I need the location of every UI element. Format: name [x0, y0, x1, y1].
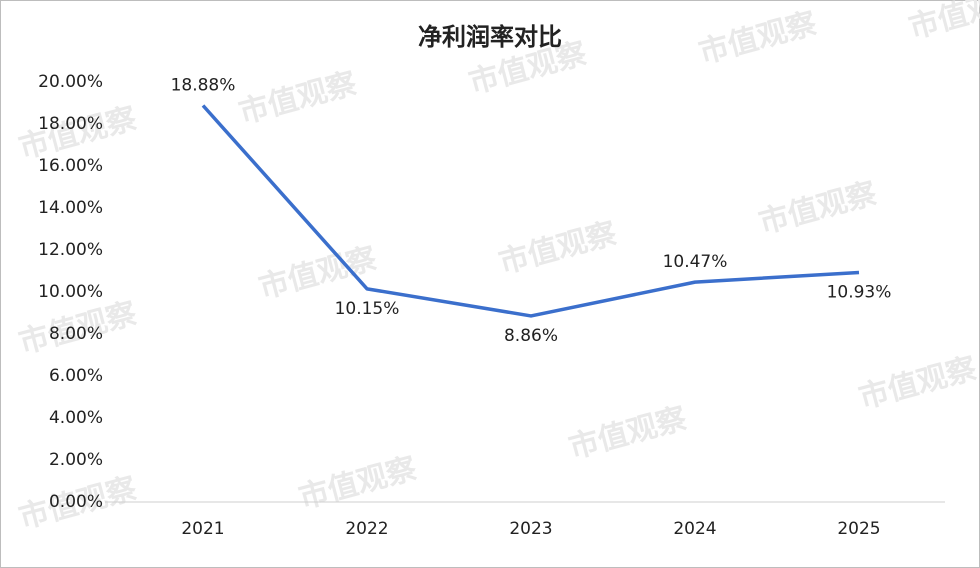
y-tick-label: 14.00%: [38, 198, 103, 218]
data-label: 10.15%: [335, 299, 400, 319]
y-tick-label: 12.00%: [38, 240, 103, 260]
data-label: 10.93%: [827, 282, 892, 302]
y-tick-label: 10.00%: [38, 282, 103, 302]
x-tick-label: 2024: [673, 519, 716, 539]
y-tick-label: 16.00%: [38, 156, 103, 176]
y-tick-label: 2.00%: [49, 450, 103, 470]
x-tick-label: 2022: [345, 519, 388, 539]
y-tick-label: 8.00%: [49, 324, 103, 344]
y-tick-label: 4.00%: [49, 408, 103, 428]
data-label: 10.47%: [663, 252, 728, 272]
y-tick-label: 6.00%: [49, 366, 103, 386]
x-tick-label: 2021: [181, 519, 224, 539]
x-tick-label: 2023: [509, 519, 552, 539]
x-tick-label: 2025: [837, 519, 880, 539]
y-tick-label: 20.00%: [38, 72, 103, 92]
data-label: 8.86%: [504, 326, 558, 346]
data-label: 18.88%: [171, 76, 236, 96]
chart-title: 净利润率对比: [418, 23, 562, 51]
y-tick-label: 0.00%: [49, 492, 103, 512]
y-tick-label: 18.00%: [38, 114, 103, 134]
line: [201, 104, 860, 318]
